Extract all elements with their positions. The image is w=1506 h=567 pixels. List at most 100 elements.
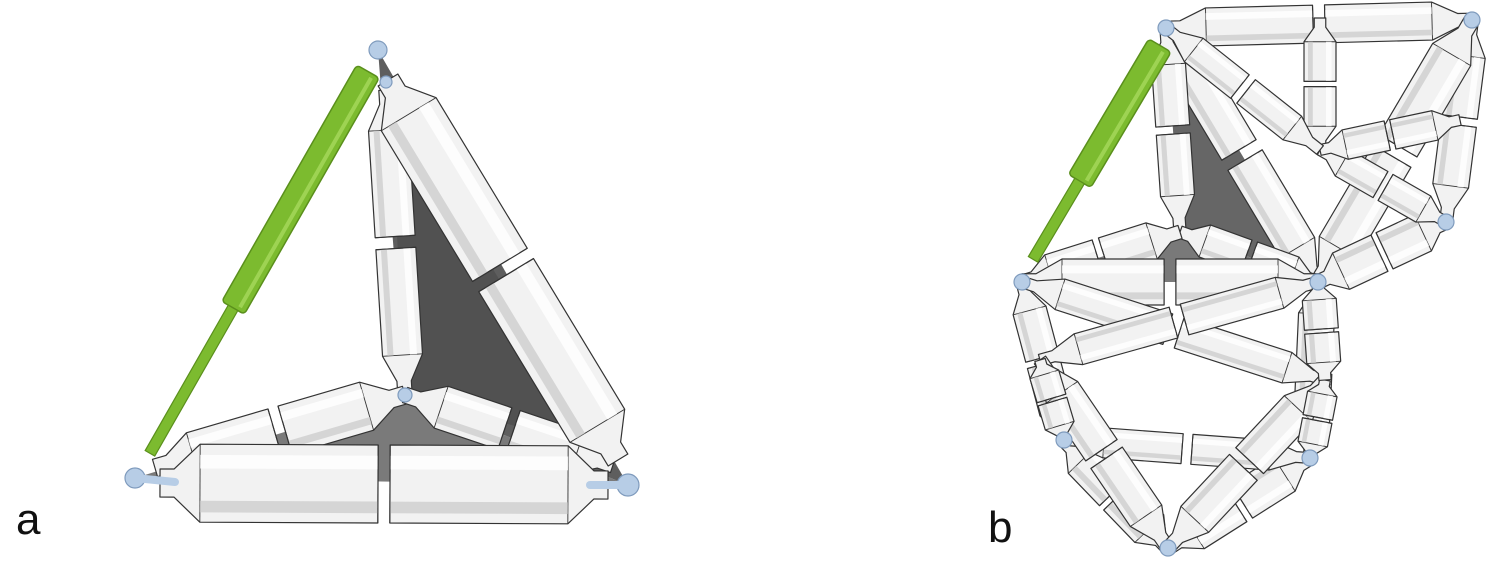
tetrahedron-figure xyxy=(124,40,640,525)
strut-highlight xyxy=(1388,177,1429,205)
strut-shadow xyxy=(1239,398,1292,455)
strut-half xyxy=(1314,234,1389,290)
strut-shadow xyxy=(1094,462,1139,524)
strut-joint-ring xyxy=(1236,79,1256,104)
strut-shadow xyxy=(1075,311,1172,343)
strut-joint-ring xyxy=(1229,454,1258,481)
joint-c xyxy=(1309,273,1327,291)
strut-highlight xyxy=(1186,298,1283,331)
strut-rr-br xyxy=(1297,378,1338,460)
strut-shadow xyxy=(1107,502,1143,539)
strut-shadow xyxy=(1306,391,1316,417)
strut-seam xyxy=(1332,252,1350,290)
strut-highlight xyxy=(1466,56,1481,119)
strut-half xyxy=(1227,149,1325,287)
strut-shadow xyxy=(1325,29,1433,39)
strut-bottom-edge xyxy=(159,443,609,525)
strut-highlight xyxy=(418,102,520,259)
strut-shadow xyxy=(1071,465,1108,503)
strut-highlight xyxy=(443,392,510,421)
strut-highlight xyxy=(200,454,379,470)
joint-top-link xyxy=(379,75,393,89)
strut-highlight xyxy=(1393,130,1438,146)
strut-joint-ring xyxy=(1302,417,1333,424)
strut-highlight xyxy=(1057,398,1071,424)
strut-joint-ring xyxy=(1173,317,1185,349)
strut-seam xyxy=(1297,440,1328,448)
strut-highlight xyxy=(1067,384,1113,447)
joint-t1 xyxy=(1157,19,1175,37)
octet-assembly-figure xyxy=(1012,1,1486,557)
strut-highlight xyxy=(1080,328,1177,361)
strut-joint-ring xyxy=(1155,124,1190,128)
strut-shadow xyxy=(1306,300,1314,330)
strut-joint-ring xyxy=(1389,119,1397,150)
actuator-highlight xyxy=(1084,50,1165,182)
strut-half xyxy=(1377,173,1450,228)
strut-right-edge xyxy=(377,73,629,467)
strut-joint-ring xyxy=(1190,434,1194,465)
strut-shadow xyxy=(1342,124,1386,138)
strut-highlight xyxy=(1387,239,1430,264)
strut-shadow xyxy=(1378,219,1420,243)
strut-highlight xyxy=(1323,395,1333,420)
strut-shadow xyxy=(1232,164,1290,256)
strut-highlight xyxy=(1245,480,1293,514)
strut-highlight xyxy=(1174,63,1186,126)
strut-half xyxy=(375,246,424,397)
strut-joint-ring xyxy=(1375,232,1394,270)
strut-shadow xyxy=(389,501,568,515)
strut-joint-ring xyxy=(1156,132,1191,136)
strut-joint-ring xyxy=(1235,447,1264,474)
strut-joint-ring xyxy=(1227,149,1263,171)
strut-seam xyxy=(1013,305,1047,316)
actuator-left-edge xyxy=(1027,39,1171,264)
joint-br xyxy=(1301,449,1319,467)
joint-l xyxy=(1013,273,1031,291)
strut-seam xyxy=(1073,333,1084,365)
strut-joint-ring xyxy=(1037,393,1067,404)
strut-highlight xyxy=(1254,413,1309,471)
actuator-rod xyxy=(144,304,239,457)
strut-joint-ring xyxy=(1370,234,1389,272)
strut-shadow xyxy=(380,249,394,357)
strut-highlight xyxy=(1324,7,1432,17)
strut-highlight xyxy=(1046,244,1096,267)
strut-half xyxy=(1090,446,1175,553)
strut-joint-ring xyxy=(375,246,416,251)
actuator-highlight xyxy=(238,76,373,309)
strut-joint-ring xyxy=(1037,396,1067,407)
strut-right-inner xyxy=(401,385,617,475)
strut-shadow xyxy=(1206,32,1314,42)
strut-joint-ring xyxy=(1221,139,1257,161)
strut-shadow xyxy=(1337,168,1378,195)
strut-joint-ring xyxy=(1168,307,1179,339)
joint-center xyxy=(397,387,413,403)
strut-shadow xyxy=(1301,418,1311,443)
joint-bl xyxy=(1055,431,1073,449)
strut-shadow xyxy=(485,282,585,439)
strut-highlight xyxy=(1345,153,1386,180)
joint-b xyxy=(1159,539,1177,557)
strut-joint-ring xyxy=(478,258,534,293)
strut-joint-ring xyxy=(1377,174,1394,201)
strut-shadow xyxy=(388,121,488,278)
strut-joint-ring xyxy=(472,247,528,282)
panel-label-b: b xyxy=(988,503,1013,552)
strut-shadow xyxy=(1239,96,1289,137)
strut-shadow xyxy=(1184,457,1238,514)
strut-shadow xyxy=(1155,64,1166,127)
strut-highlight xyxy=(1344,259,1386,285)
strut-highlight xyxy=(1100,227,1150,250)
strut-half xyxy=(478,257,629,467)
strut-shadow xyxy=(1437,123,1451,185)
strut-shadow xyxy=(1379,193,1420,219)
strut-highlight xyxy=(1251,152,1310,244)
joint-t3 xyxy=(1437,213,1455,231)
strut-shadow xyxy=(199,500,378,514)
strut-highlight xyxy=(516,263,618,420)
strut-joint-ring xyxy=(1230,74,1250,99)
strut-joint-ring xyxy=(1085,439,1118,462)
strut-shadow xyxy=(1334,239,1376,264)
strut-highlight xyxy=(1205,10,1313,20)
